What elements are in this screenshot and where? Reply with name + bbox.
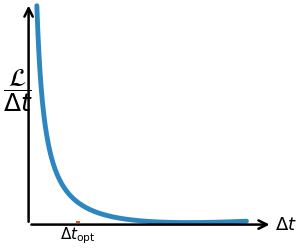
Text: $\dfrac{\mathcal{L}}{\Delta t}$: $\dfrac{\mathcal{L}}{\Delta t}$ [3, 67, 33, 114]
Text: $\Delta t_\mathrm{opt}$: $\Delta t_\mathrm{opt}$ [60, 226, 96, 246]
Text: $\Delta t$: $\Delta t$ [275, 216, 297, 234]
